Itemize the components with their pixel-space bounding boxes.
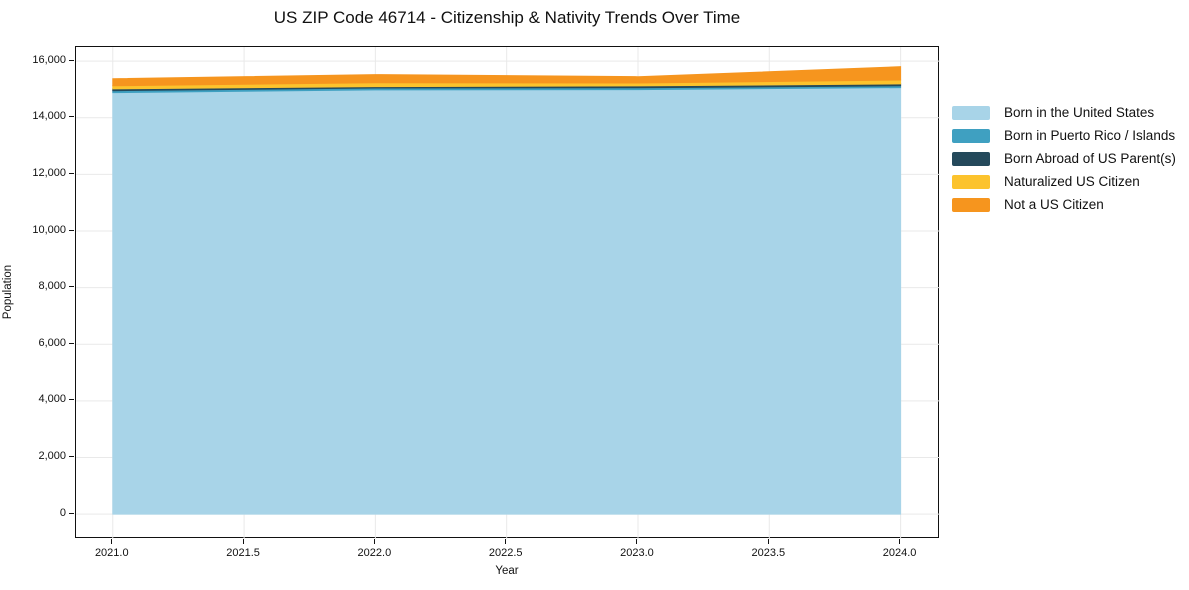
x-tick-label: 2023.0 bbox=[620, 547, 654, 559]
y-tick-mark bbox=[69, 286, 74, 288]
legend-swatch-icon bbox=[952, 198, 990, 212]
legend-label: Not a US Citizen bbox=[1004, 197, 1104, 212]
chart-title: US ZIP Code 46714 - Citizenship & Nativi… bbox=[273, 8, 741, 27]
y-tick-label: 2,000 bbox=[38, 449, 66, 462]
legend-item-born-in-puerto-rico-islands: Born in Puerto Rico / Islands bbox=[952, 129, 1176, 143]
legend-swatch-icon bbox=[952, 152, 990, 166]
legend-label: Born Abroad of US Parent(s) bbox=[1004, 151, 1176, 166]
x-tick-mark bbox=[636, 539, 638, 544]
x-tick-label: 2022.0 bbox=[357, 547, 392, 559]
area-series-born-in-the-united-states bbox=[112, 87, 902, 515]
legend-item-not-a-us-citizen: Not a US Citizen bbox=[952, 198, 1176, 212]
x-tick-mark bbox=[242, 539, 244, 544]
y-tick-label: 10,000 bbox=[32, 223, 66, 236]
legend-label: Naturalized US Citizen bbox=[1004, 174, 1140, 189]
x-tick-label: 2023.5 bbox=[751, 547, 786, 559]
plot-area bbox=[75, 46, 940, 539]
x-tick-label: 2024.0 bbox=[882, 547, 917, 559]
x-tick-label: 2022.5 bbox=[488, 547, 523, 559]
x-tick-label: 2021.0 bbox=[94, 547, 129, 559]
y-tick-mark bbox=[69, 512, 74, 514]
stacked-area-canvas bbox=[76, 47, 940, 539]
y-tick-label: 12,000 bbox=[32, 166, 66, 179]
y-tick-label: 14,000 bbox=[32, 110, 66, 123]
y-tick-mark bbox=[69, 116, 74, 118]
y-tick-label: 16,000 bbox=[32, 53, 66, 66]
y-tick-mark bbox=[69, 59, 74, 61]
y-tick-label: 8,000 bbox=[38, 280, 66, 293]
legend-item-born-abroad-of-us-parent-s-: Born Abroad of US Parent(s) bbox=[952, 152, 1176, 166]
y-tick-mark bbox=[69, 455, 74, 457]
y-tick-label: 0 bbox=[59, 506, 66, 519]
x-tick-mark bbox=[899, 539, 901, 544]
legend-swatch-icon bbox=[952, 175, 990, 189]
y-axis-label: Population bbox=[2, 264, 14, 320]
area-series-not-a-us-citizen bbox=[112, 66, 902, 87]
x-tick-mark bbox=[111, 539, 113, 544]
legend-item-naturalized-us-citizen: Naturalized US Citizen bbox=[952, 175, 1176, 189]
legend-swatch-icon bbox=[952, 129, 990, 143]
y-tick-mark bbox=[69, 342, 74, 344]
x-tick-mark bbox=[373, 539, 375, 544]
x-tick-mark bbox=[505, 539, 507, 544]
legend-label: Born in the United States bbox=[1004, 105, 1155, 120]
x-axis-label: Year bbox=[495, 565, 519, 577]
y-tick-mark bbox=[69, 229, 74, 231]
legend-item-born-in-the-united-states: Born in the United States bbox=[952, 106, 1176, 120]
legend-label: Born in Puerto Rico / Islands bbox=[1004, 128, 1176, 143]
y-tick-label: 4,000 bbox=[38, 393, 66, 406]
legend-swatch-icon bbox=[952, 106, 990, 120]
x-tick-mark bbox=[767, 539, 769, 544]
legend: Born in the United States Born in Puerto … bbox=[952, 106, 1176, 221]
x-tick-label: 2021.5 bbox=[226, 547, 260, 559]
y-tick-mark bbox=[69, 399, 74, 401]
y-tick-label: 6,000 bbox=[38, 336, 66, 349]
y-tick-mark bbox=[69, 172, 74, 174]
